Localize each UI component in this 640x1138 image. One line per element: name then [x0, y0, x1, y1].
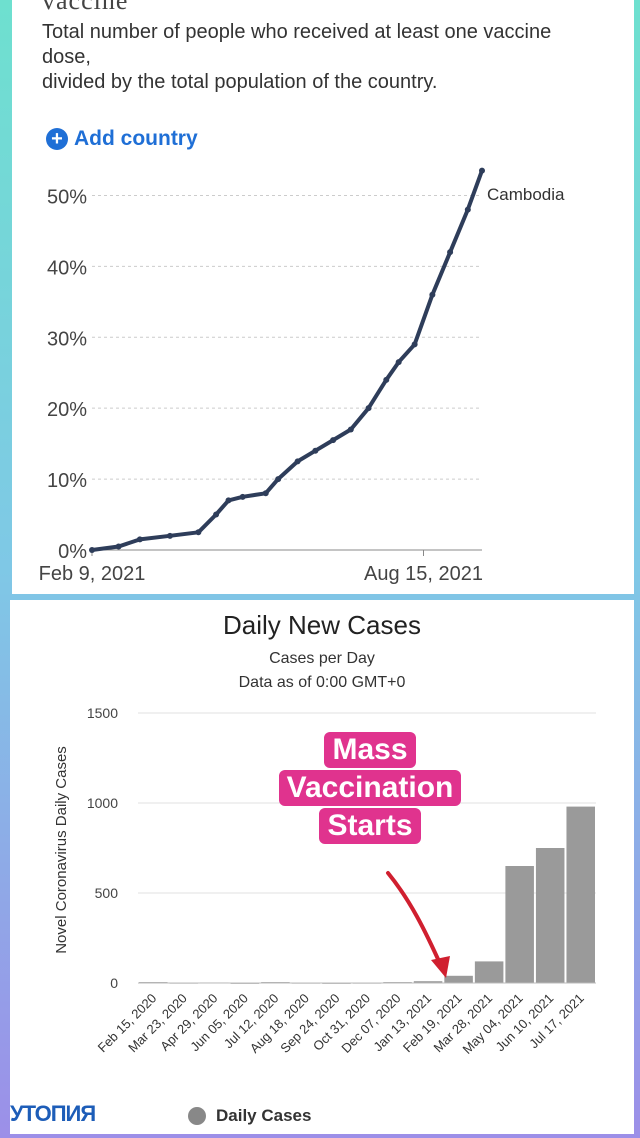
chart-subtitle-date: Data as of 0:00 GMT+0 [238, 674, 406, 691]
subtitle-line: dose, [42, 46, 91, 68]
arrow-head [431, 956, 450, 978]
bar-chart: 0 500 1000 1500 Novel Coronavirus Daily Case… [53, 705, 596, 1057]
bar [474, 961, 504, 983]
vaccination-chart-panel: vaccine Total number of people who recei… [12, 0, 634, 594]
y-tick-label: 40% [47, 257, 87, 279]
chart-title-cut: vaccine [42, 0, 129, 15]
legend-label: Daily Cases [216, 1106, 312, 1125]
bar [535, 848, 565, 983]
data-point [262, 490, 269, 497]
y-tick-label: 50% [47, 186, 87, 208]
data-point [115, 543, 122, 550]
y-tick-label: 0% [58, 541, 87, 563]
data-point [395, 359, 402, 366]
callout-line: Vaccination [278, 770, 462, 806]
bar [444, 975, 473, 983]
chart-subtitle: Cases per Day [269, 650, 375, 667]
data-point [464, 206, 471, 213]
data-point [347, 426, 354, 433]
data-point [294, 458, 301, 465]
x-tick-label: Aug 15, 2021 [364, 563, 483, 585]
data-point [383, 376, 390, 383]
data-point [275, 476, 282, 483]
y-tick-label: 30% [47, 328, 87, 350]
data-point [365, 405, 372, 412]
add-country-button[interactable]: + Add country [46, 127, 198, 151]
bar [566, 806, 595, 983]
data-point [239, 493, 246, 500]
bar [413, 981, 443, 983]
data-point [136, 536, 143, 543]
chart-subtitle: Total number of people who received at l… [42, 20, 602, 95]
data-point [89, 547, 95, 553]
data-point [330, 437, 337, 444]
y-tick-label: 1000 [87, 795, 118, 811]
logo: УТОПИЯ [10, 1101, 96, 1126]
subtitle-line: Total number of people who received at l… [42, 21, 552, 43]
legend[interactable]: Daily Cases [188, 1106, 311, 1126]
data-point [447, 249, 454, 256]
data-point [225, 497, 232, 504]
data-point [479, 167, 485, 174]
y-tick-label: 0 [110, 975, 118, 991]
y-tick-label: 500 [95, 885, 119, 901]
bar [505, 866, 534, 983]
daily-cases-chart-panel: Daily New Cases Cases per Day Data as of… [10, 600, 634, 1134]
subtitle-line: divided by the total population of the c… [42, 71, 438, 93]
series-line [91, 169, 484, 552]
x-tick-label: Feb 9, 2021 [39, 563, 146, 585]
mass-vaccination-callout: Mass Vaccination Starts [272, 731, 468, 845]
data-point [429, 291, 436, 298]
y-tick-label: 1500 [87, 705, 118, 721]
y-axis-label: Novel Coronavirus Daily Cases [53, 746, 70, 954]
line-chart: 0% 10% 20% 30% 40% 50% Feb 9, 2021 Aug 15, 2021… [39, 167, 565, 585]
data-point [411, 341, 418, 348]
y-tick-label: 10% [47, 470, 87, 492]
callout-line: Mass [324, 732, 416, 768]
add-country-label: Add country [74, 127, 198, 150]
callout-line: Starts [319, 808, 421, 844]
y-tick-label: 20% [47, 399, 87, 421]
data-point [195, 529, 202, 536]
data-point [213, 511, 220, 518]
chart-title: Daily New Cases [223, 610, 421, 640]
plus-icon: + [46, 128, 68, 150]
arrow-shaft [386, 871, 444, 970]
data-point [167, 532, 173, 539]
legend-dot-icon [188, 1107, 206, 1125]
series-label: Cambodia [487, 185, 565, 204]
data-point [312, 447, 319, 454]
